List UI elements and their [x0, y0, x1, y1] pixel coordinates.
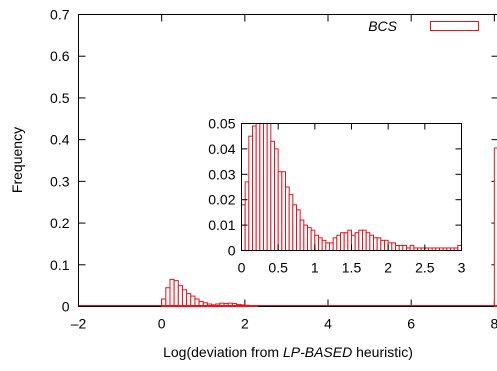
inset-histogram-bar	[289, 195, 293, 251]
y-tick-label: 0.1	[50, 257, 70, 273]
y-axis-title: Frequency	[9, 127, 25, 193]
x-axis-title-emphasis: LP-BASED	[283, 344, 352, 360]
y-tick-label: 0.3	[50, 173, 70, 189]
inset-histogram-bar	[278, 172, 282, 251]
inset-histogram-bar	[366, 233, 370, 251]
inset-histogram-bar	[300, 220, 304, 250]
inset-y-tick-label: 0.02	[208, 192, 235, 208]
inset-y-tick-label: 0.01	[208, 217, 235, 233]
inset-histogram-bar	[271, 141, 275, 250]
inset-histogram-bar	[348, 230, 352, 250]
x-tick-label: 0	[158, 316, 166, 332]
inset-y-tick-label: 0.04	[208, 141, 235, 157]
inset-histogram-bar	[344, 233, 348, 251]
inset-histogram-bar	[388, 243, 392, 251]
inset-histogram-bar	[377, 238, 381, 251]
inset-histogram-bar	[403, 245, 407, 250]
inset-histogram-bar	[399, 245, 403, 250]
inset-x-tick-label: 2.5	[415, 260, 435, 276]
inset-histogram-bar	[341, 233, 345, 251]
legend-swatch-bcs	[431, 22, 479, 31]
inset-histogram-bar	[333, 238, 337, 251]
inset-histogram-bar	[326, 243, 330, 251]
inset-histogram-bar	[275, 149, 279, 251]
inset-histogram-bar	[352, 235, 356, 250]
inset-x-tick-label: 1.5	[342, 260, 362, 276]
x-tick-label: 4	[324, 316, 332, 332]
inset-histogram-bar	[286, 187, 290, 251]
y-tick-label: 0.7	[50, 7, 70, 23]
inset-histogram-bar	[363, 230, 367, 250]
inset-histogram-bar	[374, 238, 378, 251]
y-tick-label: 0	[62, 299, 70, 315]
x-axis-title: Log(deviation from LP-BASED heuristic)	[163, 344, 413, 360]
x-tick-label: 2	[241, 316, 249, 332]
inset-histogram-bar	[242, 205, 246, 251]
inset-histogram-bar	[458, 245, 462, 250]
inset-histogram-bar	[396, 245, 400, 250]
inset-histogram-bar	[355, 233, 359, 251]
inset-x-tick-label: 3	[458, 260, 466, 276]
inset-histogram-bar	[264, 124, 268, 251]
y-tick-label: 0.6	[50, 48, 70, 64]
inset-y-tick-label: 0.03	[208, 166, 235, 182]
inset-histogram-bar	[392, 243, 396, 251]
y-tick-label: 0.2	[50, 215, 70, 231]
inset-histogram-bar	[297, 210, 301, 251]
inset-histogram-bar	[308, 228, 312, 251]
x-axis-title-suffix: heuristic)	[352, 344, 413, 360]
inset-histogram-bar	[311, 230, 315, 250]
histogram-bar	[174, 281, 178, 307]
inset-histogram-bar	[330, 243, 334, 251]
inset-histogram-bar	[304, 225, 308, 250]
inset-histogram-bar	[381, 240, 385, 250]
inset-histogram-bar	[260, 124, 264, 251]
inset-histogram-bar	[337, 235, 341, 250]
histogram-bar	[182, 290, 186, 307]
inset-x-tick-label: 0	[238, 260, 246, 276]
inset-histogram-bar	[315, 235, 319, 250]
inset-histogram-bar	[249, 136, 253, 250]
inset-y-tick-label: 0.05	[208, 116, 235, 132]
inset-histogram-bar	[385, 240, 389, 250]
inset-histogram-bar	[370, 235, 374, 250]
y-tick-label: 0.4	[50, 132, 70, 148]
x-tick-label: 8	[490, 316, 497, 332]
x-tick-label: –2	[71, 316, 87, 332]
x-axis-title-prefix: Log(deviation from	[163, 344, 283, 360]
inset-histogram-bar	[410, 245, 414, 250]
inset-histogram-bar	[359, 230, 363, 250]
inset-y-tick-label: 0	[228, 243, 236, 259]
legend: BCS	[368, 18, 478, 34]
inset-x-tick-label: 2	[384, 260, 392, 276]
inset-histogram-bar	[253, 126, 257, 250]
y-tick-label: 0.5	[50, 90, 70, 106]
inset-histogram-bar	[319, 238, 323, 251]
histogram-bar	[170, 279, 174, 306]
inset-histogram-bar	[245, 182, 249, 251]
inset-histogram-bar	[282, 172, 286, 251]
histogram-bar	[166, 288, 170, 307]
inset-histogram-bar	[322, 240, 326, 250]
inset-x-tick-label: 1	[311, 260, 319, 276]
inset-histogram-bar	[256, 124, 260, 251]
inset-histogram-bar	[293, 205, 297, 251]
histogram-bar	[187, 294, 191, 307]
histogram-bar	[191, 296, 195, 306]
legend-label-bcs: BCS	[368, 18, 397, 34]
x-tick-label: 6	[407, 316, 415, 332]
histogram-bar	[178, 286, 182, 307]
inset-chart: 0 0.01 0.02 0.03 0.04 0.05 0 0.5 1 1.5 2 2.5 3	[208, 116, 465, 276]
inset-histogram-bar	[267, 124, 271, 251]
inset-x-tick-label: 0.5	[268, 260, 288, 276]
